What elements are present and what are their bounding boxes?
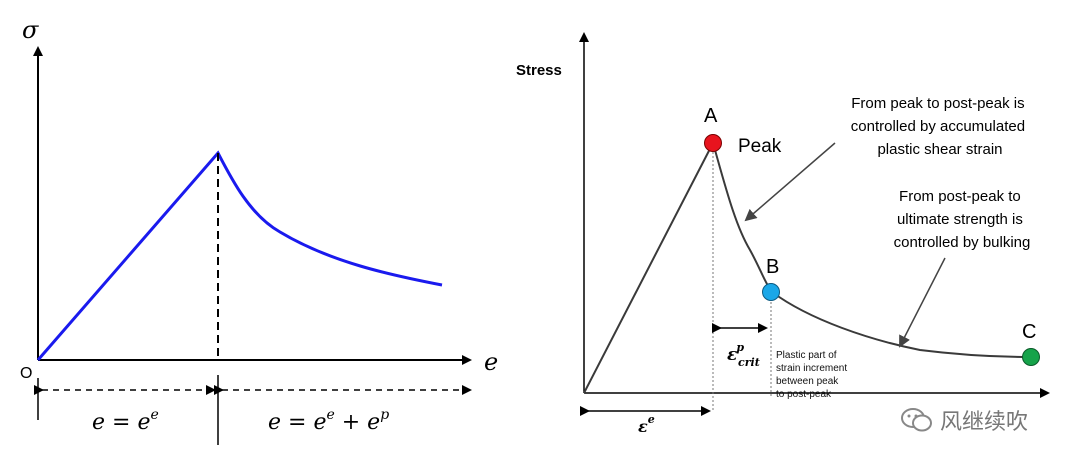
annotation-peak-to-post-peak: From peak to post-peak is controlled by … [851, 95, 1029, 158]
stress-strain-diagram-right: A Peak B C Stress From peak to post-peak… [516, 0, 1080, 465]
point-a-label: A [704, 105, 718, 127]
plastic-part-note: Plastic part of strain increment between… [776, 350, 850, 400]
post-peak-point-b [762, 283, 780, 301]
stress-axis-label: Stress [516, 62, 562, 79]
point-b-label: B [766, 256, 779, 278]
stress-strain-diagram-left: σ e O e = ee e = ee + ep [0, 0, 520, 465]
softening-curve [583, 140, 1031, 394]
point-c-label: C [1022, 321, 1036, 343]
left-diagram-svg: σ e O e = ee e = ee + ep [20, 16, 498, 445]
total-strain-formula: e = ee + ep [268, 407, 389, 435]
peak-label: Peak [738, 136, 782, 157]
annotation-1-arrow [744, 142, 836, 222]
x-axis-symbol: e [484, 348, 498, 376]
watermark: 风继续吹 [900, 400, 1070, 440]
eps-crit-symbol: εp crit [727, 341, 760, 369]
eps-e-symbol: εe [638, 413, 655, 436]
watermark-text: 风继续吹 [940, 410, 1029, 435]
elastic-strain-formula: e = ee [92, 407, 159, 435]
annotation-post-peak-to-ultimate: From post-peak to ultimate strength is c… [894, 188, 1031, 251]
annotation-2-arrow [899, 257, 946, 348]
origin-label: O [20, 365, 32, 382]
peak-point-a [704, 134, 722, 152]
wechat-icon [901, 408, 932, 432]
right-diagram-svg: A Peak B C Stress From peak to post-peak… [516, 32, 1050, 436]
ultimate-point-c [1022, 348, 1040, 366]
stress-strain-curve [36, 150, 443, 361]
y-axis-symbol: σ [22, 16, 39, 44]
